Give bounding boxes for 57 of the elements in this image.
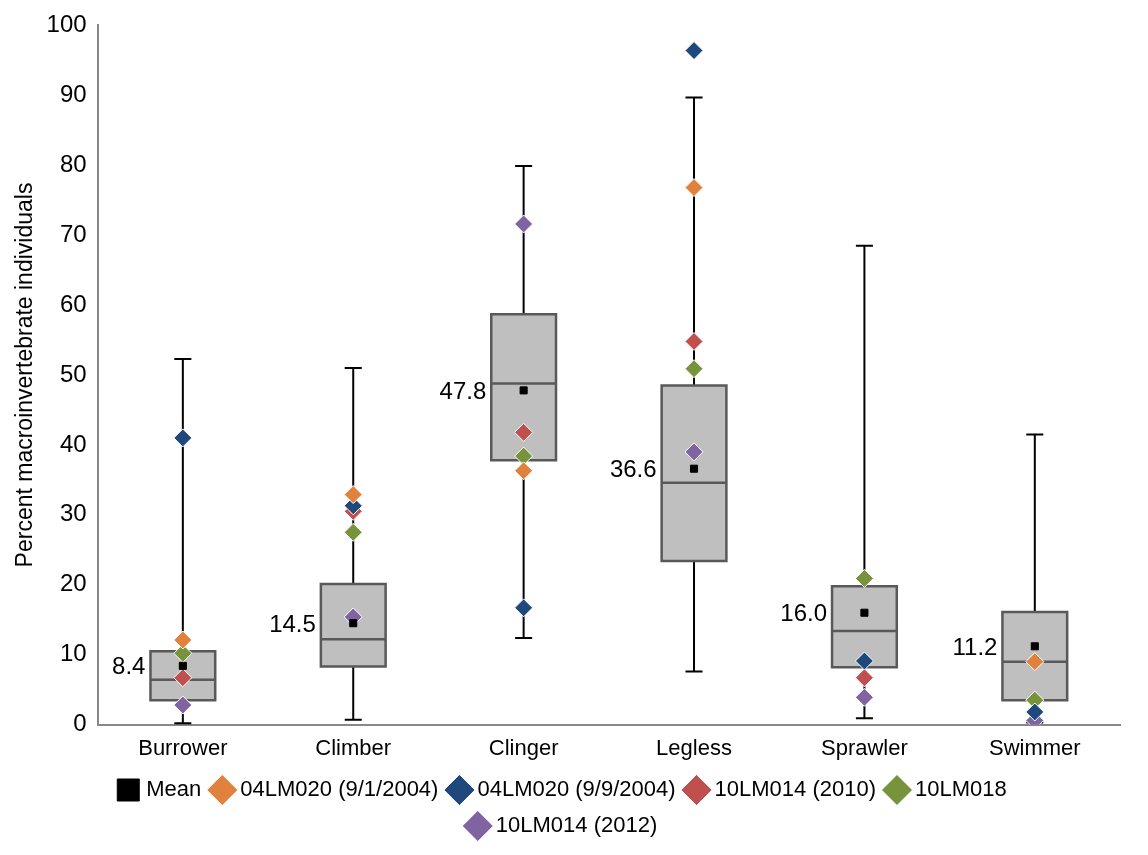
y-tick-label: 40 [59, 429, 87, 457]
point [684, 41, 704, 61]
y-tick-label: 0 [73, 709, 87, 737]
point [684, 331, 704, 351]
point [854, 651, 874, 671]
point [1025, 702, 1045, 722]
point [173, 428, 193, 448]
point [684, 442, 704, 462]
y-tick-label: 70 [59, 219, 87, 247]
y-tick-label: 90 [59, 79, 87, 107]
point [854, 568, 874, 588]
x-tick-label: Swimmer [988, 734, 1081, 760]
point [854, 668, 874, 688]
y-tick-label: 80 [59, 149, 87, 177]
point [349, 619, 358, 628]
x-tick-label: Burrower [138, 734, 228, 760]
data-label: 11.2 [952, 632, 998, 660]
x-tick-label: Sprawler [821, 734, 908, 760]
point [689, 464, 699, 473]
y-tick-label: 50 [59, 359, 87, 387]
legend-label: 04LM020 (9/1/2004) [240, 776, 439, 802]
point [173, 695, 193, 715]
data-label: 8.4 [112, 652, 146, 680]
point [343, 485, 363, 505]
point [1025, 652, 1045, 672]
data-label: 14.5 [269, 609, 316, 637]
data-label: 36.6 [609, 455, 657, 483]
legend-label: 10LM014 (2010) [714, 776, 877, 802]
point [173, 630, 193, 650]
point [519, 386, 528, 395]
point [514, 214, 534, 234]
legend-label: Mean [146, 776, 202, 802]
y-tick-label: 100 [46, 10, 87, 38]
x-tick-label: Climber [315, 734, 392, 760]
x-tick-label: Clinger [488, 734, 559, 760]
point [514, 461, 534, 481]
legend-label: 10LM014 (2012) [495, 812, 658, 838]
y-tick-label: 20 [59, 569, 87, 597]
point [178, 661, 187, 670]
point [1030, 642, 1039, 651]
y-axis-title: Percent macroinvertebrate individuals [11, 182, 38, 568]
point [854, 687, 874, 707]
data-label: 47.8 [439, 377, 487, 405]
point [343, 522, 363, 542]
y-tick-label: 60 [59, 289, 87, 317]
legend-label: 10LM018 [915, 776, 1007, 802]
legend-label: 04LM020 (9/9/2004) [477, 776, 676, 802]
data-label: 16.0 [780, 599, 828, 627]
x-tick-label: Legless [656, 734, 732, 760]
y-tick-label: 30 [59, 499, 87, 527]
point [514, 422, 534, 442]
point [684, 178, 704, 198]
point [514, 598, 534, 618]
point [684, 359, 704, 379]
point [514, 446, 534, 466]
y-tick-label: 10 [59, 639, 87, 667]
point [860, 608, 869, 617]
